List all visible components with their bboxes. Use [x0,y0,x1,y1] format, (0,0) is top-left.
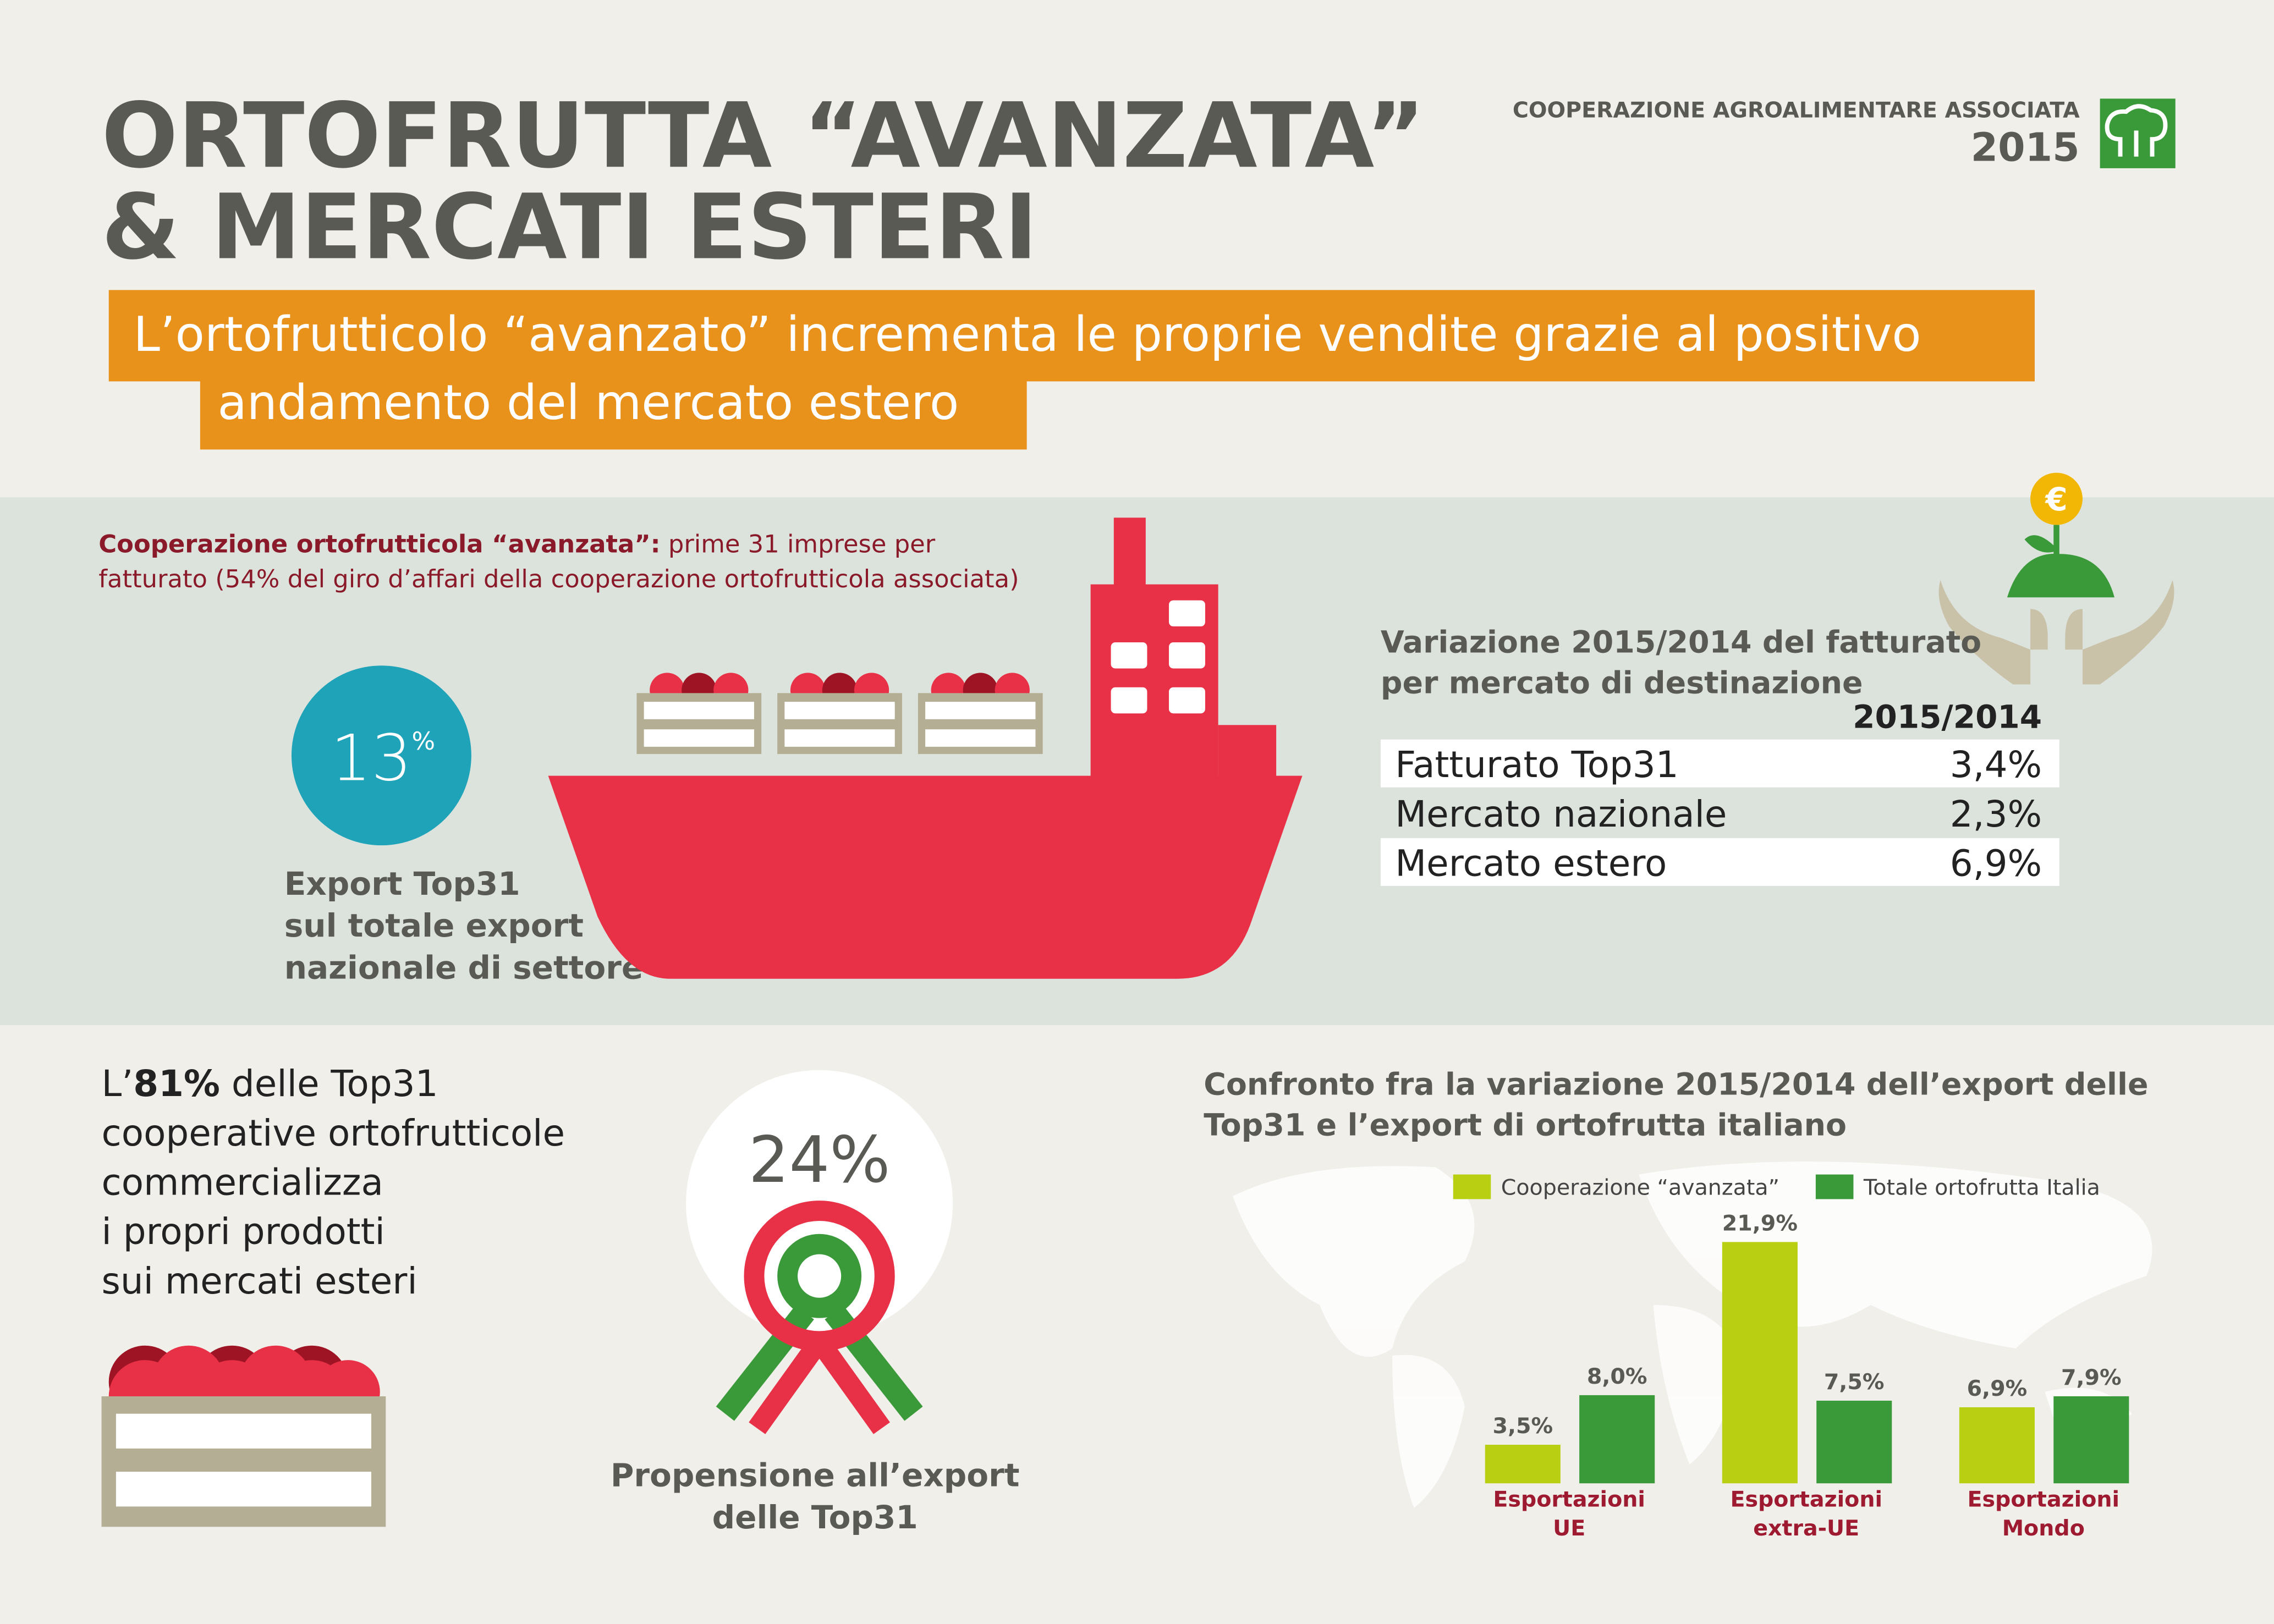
x-tick-label: Esportazioni extra-UE [1730,1486,1883,1542]
legend-label: Cooperazione “avanzata” [1501,1175,1779,1201]
logo [2100,98,2176,168]
banner-bg [200,379,1027,450]
stat-caption: nazionale di settore [284,949,643,987]
bar [1722,1242,1798,1484]
category-box: Esportazioni Mondo [1967,1486,2120,1542]
table-row-bg [1380,838,2059,886]
title: & MERCATI ESTERI [102,174,1038,279]
markets-text: delle Top31 [220,1063,438,1105]
markets-text: L’81% delle Top31 cooperative ortofruttic… [102,1063,565,1302]
chart-title: Top31 e l’export di ortofrutta italiano [1204,1108,1847,1143]
intro-bold: Cooperazione ortofrutticola “avanzata”: [98,531,661,560]
banner-text: andamento del mercato estero [217,375,959,431]
propensity-caption: Propensione all’export [611,1456,1020,1494]
intro: Cooperazione ortofrutticola “avanzata”: … [98,528,1026,598]
svg-text:€: € [2044,481,2067,518]
bar [1485,1445,1561,1484]
category-box: Esportazioni UE [1493,1486,1645,1542]
stat-unit: % [412,726,436,756]
x-tick-label: Esportazioni UE [1493,1486,1645,1542]
table-row-bg [1380,789,2059,837]
table-row-bg [1380,739,2059,788]
hands-icon: € [1938,472,2174,685]
crate-icon [101,1345,386,1527]
table-title: per mercato di destinazione [1381,665,1863,701]
bar [1959,1407,2035,1484]
bar-value-label: 6,9% [1967,1376,2028,1401]
banner-text: L’ortofrutticolo “avanzato” incrementa l… [134,306,1921,362]
stat-circle [291,665,471,846]
table: Fatturato Top31 3,4% Mercato nazionale 2,3%… [1380,739,2059,886]
bar-value-label: 3,5% [1492,1413,1553,1439]
table-cell: 3,4% [1950,744,2042,786]
markets-line: cooperative ortofrutticole [102,1112,565,1154]
stat-caption: Export Top31 [284,865,520,902]
propensity-caption: delle Top31 [712,1499,918,1536]
markets-line: L’81% delle Top31 [102,1063,438,1105]
stat-caption: sul totale export [284,907,584,944]
org-name: COOPERAZIONE AGROALIMENTARE ASSOCIATA [1513,98,2080,123]
markets-text: sui mercati esteri [102,1260,418,1302]
markets-highlight: 81% [133,1063,220,1105]
table-cell: 2,3% [1950,793,2042,835]
bar-value-label: 7,5% [1824,1369,1885,1395]
intro-box: Cooperazione ortofrutticola “avanzata”: … [98,528,1026,598]
bar-value-label: 8,0% [1587,1364,1647,1389]
markets-text: commercializza [102,1161,383,1204]
title: ORTOFRUTTA “AVANZATA” [102,83,1425,188]
chart-title: Confronto fra la variazione 2015/2014 de… [1204,1067,2148,1103]
category-box: Esportazioni extra-UE [1730,1486,1883,1542]
markets-line: sui mercati esteri [102,1260,418,1302]
bar-value-label: 21,9% [1722,1210,1798,1236]
intro-text: prime 31 imprese per fatturato (54% del … [98,531,1019,595]
table-cell: 6,9% [1950,843,2042,885]
ribbon-icon [716,1201,923,1434]
ship [548,518,1303,979]
legend-swatch [1453,1174,1491,1199]
table-cell: Mercato estero [1395,843,1667,885]
markets-line: commercializza [102,1161,383,1204]
markets-text: i propri prodotti [102,1210,385,1253]
banner-bg [108,290,2035,382]
legend-label: Totale ortofrutta Italia [1863,1175,2100,1201]
bar [2053,1396,2129,1484]
table-cell: Mercato nazionale [1395,793,1727,835]
bar-value-label: 7,9% [2061,1365,2122,1390]
table-header: 2015/2014 [1853,698,2042,736]
x-tick-label: Esportazioni Mondo [1967,1486,2120,1542]
bar-chart: Cooperazione “avanzata” 3,5% 21,9% 6,9% Tota… [1453,1174,2129,1542]
markets-text: cooperative ortofrutticole [102,1112,565,1154]
bar [1579,1395,1655,1484]
table-title: Variazione 2015/2014 del fatturato [1381,625,1981,660]
bar [1816,1400,1892,1484]
propensity-value: 24% [749,1123,891,1197]
markets-lead: L’ [102,1063,134,1105]
stat-value: 13 [331,721,412,795]
table-cell: Fatturato Top31 [1395,744,1678,786]
year: 2015 [1971,125,2080,170]
markets-line: i propri prodotti [102,1210,385,1253]
legend-swatch [1815,1174,1854,1199]
